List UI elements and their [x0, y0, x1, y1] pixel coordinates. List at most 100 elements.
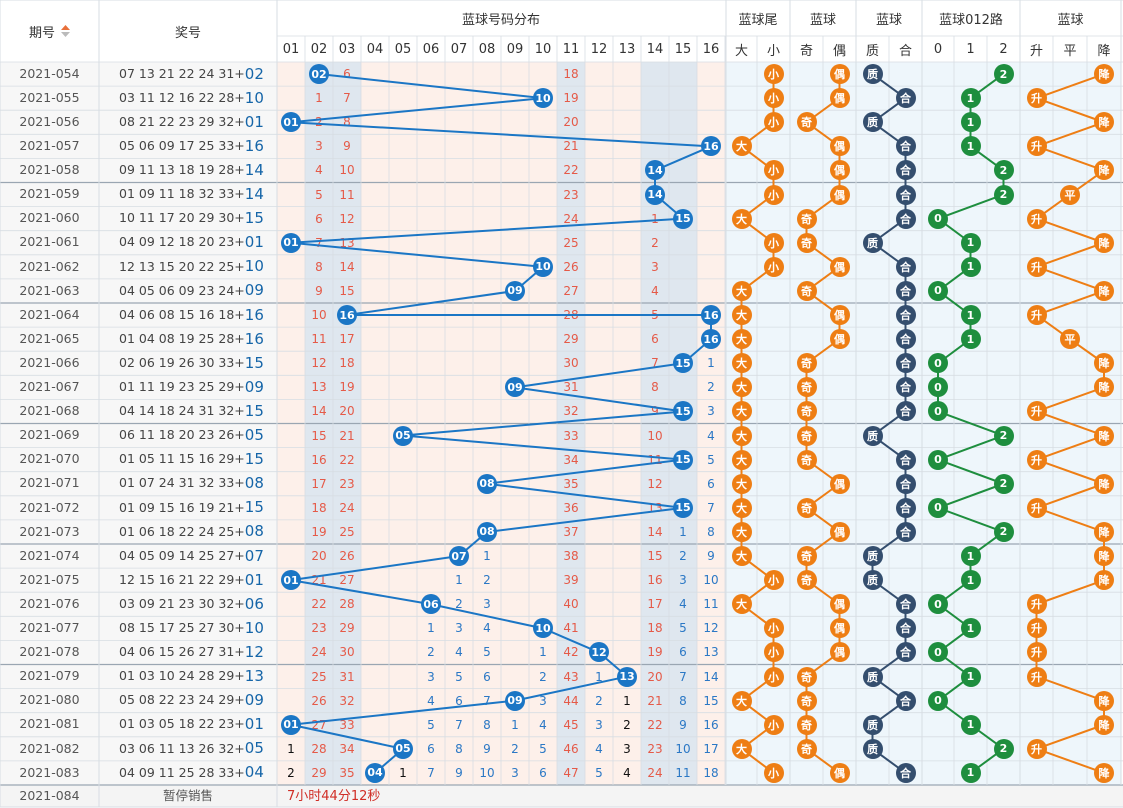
prime-ball: 质: [862, 570, 883, 591]
miss-cell: 33: [563, 428, 579, 443]
miss-cell: 5: [707, 452, 715, 467]
miss-cell: 11: [647, 452, 663, 467]
blue-ball: 15: [673, 208, 693, 229]
parity-ball: 奇: [796, 377, 817, 398]
miss-cell: 7: [315, 235, 323, 250]
prize-cell: 01 03 10 24 28 29+ 13: [119, 667, 264, 686]
blue-number: 10: [244, 257, 264, 276]
miss-cell: 27: [563, 283, 579, 298]
blue-number: 04: [244, 763, 264, 782]
route-ball: 1: [960, 714, 981, 735]
parity-ball: 偶: [829, 521, 850, 542]
dist-col-header: 11: [562, 41, 580, 57]
parity-ball: 奇: [796, 449, 817, 470]
route-ball: 2: [993, 64, 1014, 85]
miss-cell: 22: [339, 452, 355, 467]
miss-cell: 5: [595, 765, 603, 780]
prime-ball: 合: [895, 690, 916, 711]
blue-ball: 06: [421, 594, 441, 615]
prime-ball: 合: [895, 642, 916, 663]
miss-cell: 18: [647, 621, 663, 636]
issue-cell: 2021-073: [19, 523, 80, 539]
miss-cell: 11: [703, 597, 719, 612]
prime-ball: 合: [895, 377, 916, 398]
parity-ball: 偶: [829, 642, 850, 663]
prime-ball: 合: [895, 305, 916, 326]
miss-cell: 1: [315, 91, 323, 106]
blue-ball: 01: [281, 570, 301, 591]
miss-cell: 15: [311, 428, 327, 443]
prize-cell: 04 09 11 25 28 33+ 04: [119, 763, 264, 782]
trend-ball: 升: [1026, 618, 1047, 639]
trend-ball: 升: [1026, 305, 1047, 326]
prize-cell: 02 06 19 26 30 33+ 15: [119, 353, 264, 372]
trend-ball: 降: [1094, 714, 1114, 735]
column-issue-header[interactable]: 期号: [0, 0, 99, 62]
miss-cell: 4: [315, 163, 323, 178]
miss-cell: 32: [563, 404, 579, 419]
miss-cell: 24: [563, 211, 579, 226]
miss-cell: 24: [311, 645, 327, 660]
size-ball: 大: [731, 401, 752, 422]
route-ball: 2: [993, 425, 1014, 446]
group-header: 蓝球: [875, 12, 902, 28]
issue-cell: 2021-058: [19, 162, 80, 178]
miss-cell: 22: [563, 163, 579, 178]
issue-cell: 2021-067: [19, 379, 80, 395]
size-ball: 小: [763, 160, 784, 181]
miss-cell: 6: [651, 332, 659, 347]
blue-number: 14: [244, 160, 264, 179]
issue-cell: 2021-082: [19, 740, 80, 756]
size-ball: 小: [763, 714, 784, 735]
parity-ball: 偶: [829, 88, 850, 109]
blue-number: 15: [244, 401, 264, 420]
route-ball: 1: [960, 618, 981, 639]
miss-cell: 4: [651, 283, 659, 298]
blue-ball: 16: [701, 329, 721, 350]
prime-ball: 合: [895, 449, 916, 470]
blue-ball: 05: [393, 738, 413, 759]
dist-col-header: 12: [590, 41, 608, 57]
miss-cell: 2: [511, 741, 519, 756]
miss-cell: 45: [563, 717, 579, 732]
blue-number: 13: [244, 667, 264, 686]
blue-number: 10: [244, 88, 264, 107]
prize-cell: 01 11 19 23 25 29+ 09: [119, 377, 264, 396]
miss-cell: 39: [563, 573, 579, 588]
size-ball: 大: [731, 546, 752, 567]
miss-cell: 8: [455, 741, 463, 756]
parity-ball: 奇: [796, 112, 817, 133]
blue-ball: 04: [365, 762, 385, 783]
miss-cell: 34: [563, 452, 579, 467]
miss-cell: 26: [339, 549, 355, 564]
miss-cell: 3: [483, 597, 491, 612]
issue-cell: 2021-065: [19, 330, 80, 346]
miss-cell: 2: [651, 235, 659, 250]
issue-cell: 2021-069: [19, 427, 80, 443]
prize-cell: 04 14 18 24 31 32+ 15: [119, 401, 264, 420]
column-dist-header: 蓝球号码分布: [461, 12, 540, 28]
prize-cell: 05 08 22 23 24 29+ 09: [119, 691, 264, 710]
dist-col-header: 08: [478, 41, 496, 57]
miss-cell: 14: [703, 669, 719, 684]
miss-cell: 2: [679, 549, 687, 564]
miss-cell: 13: [339, 235, 355, 250]
blue-ball: 05: [393, 425, 413, 446]
miss-cell: 3: [623, 741, 631, 756]
blue-number: 09: [244, 281, 264, 300]
blue-ball: 08: [477, 521, 497, 542]
blue-ball: 12: [589, 642, 609, 663]
prize-cell: 04 06 08 15 16 18+ 16: [119, 305, 264, 324]
prime-ball: 合: [895, 136, 916, 157]
trend-ball: 降: [1094, 280, 1114, 301]
miss-cell: 6: [679, 645, 687, 660]
miss-cell: 36: [563, 500, 579, 515]
parity-ball: 奇: [796, 690, 817, 711]
miss-cell: 3: [511, 765, 519, 780]
miss-cell: 16: [703, 717, 719, 732]
route-ball: 0: [928, 377, 948, 398]
blue-number: 02: [244, 64, 264, 83]
miss-cell: 24: [647, 765, 663, 780]
sort-icon[interactable]: [61, 25, 70, 37]
group-header: 蓝球012路: [939, 12, 1003, 28]
